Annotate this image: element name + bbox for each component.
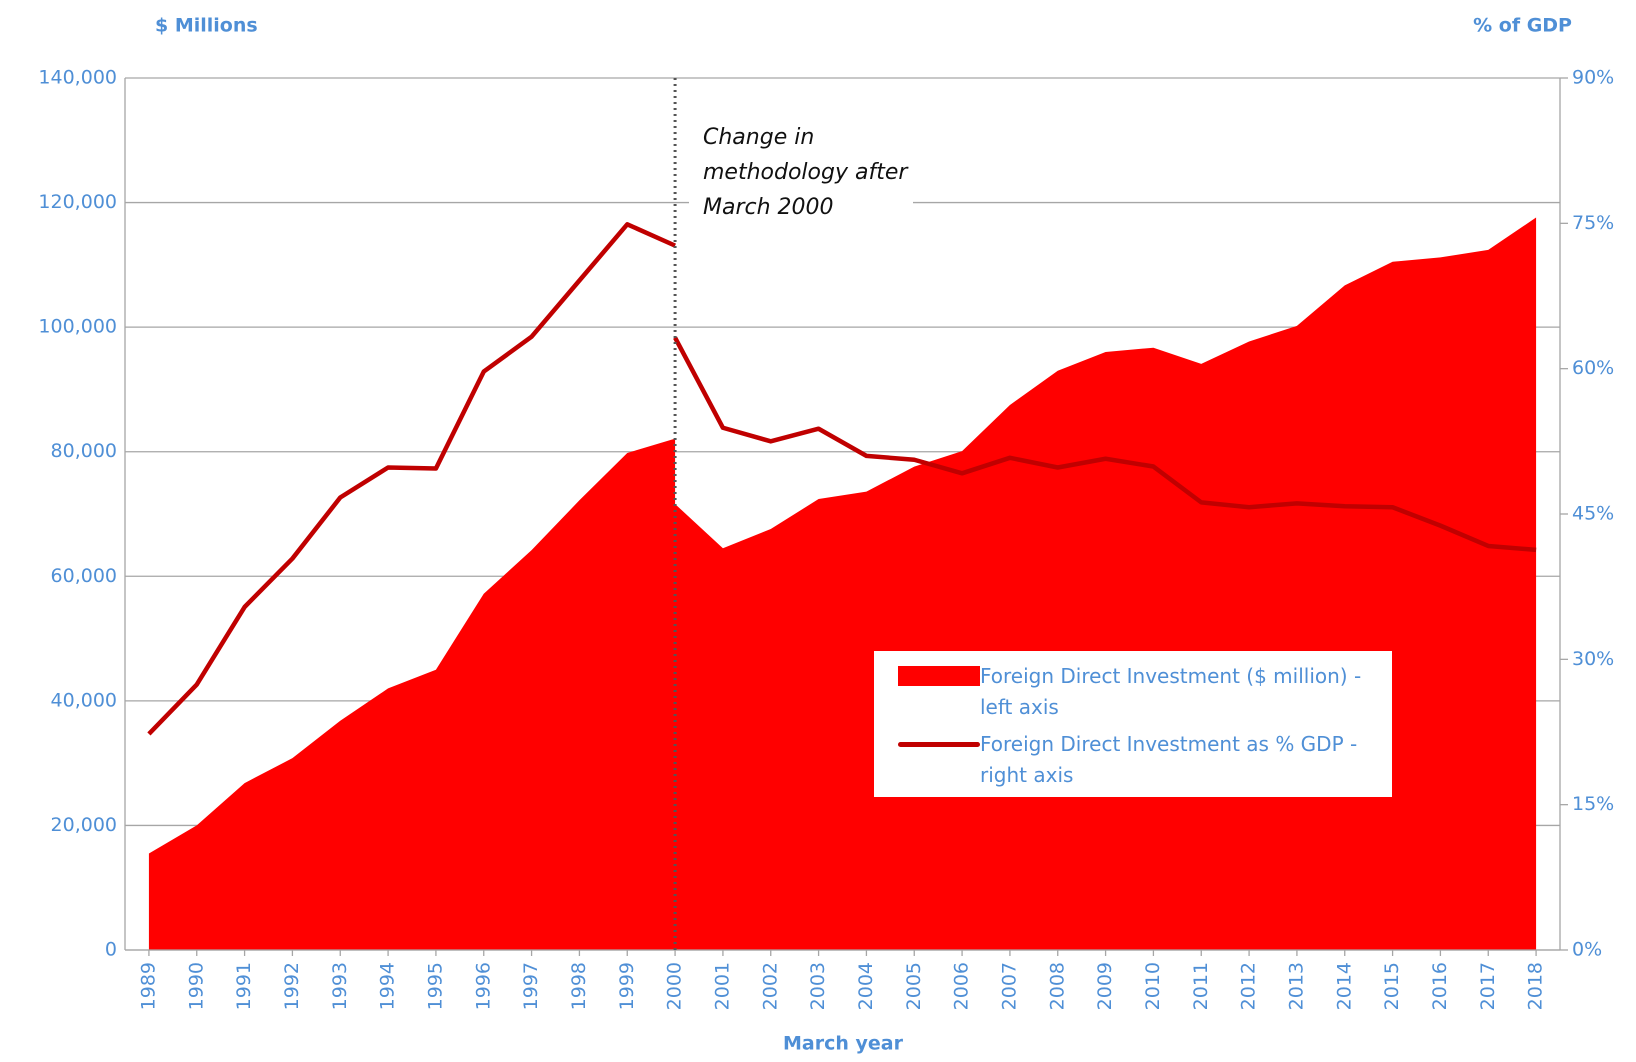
x-tick-label: 2003 [807, 962, 829, 1010]
legend-label: Foreign Direct Investment as % GDP - rig… [980, 732, 1358, 787]
y-tick-label: 40,000 [51, 689, 117, 711]
y2-tick-label: 30% [1572, 648, 1614, 670]
x-tick-label: 2007 [998, 962, 1020, 1010]
x-tick-label: 2008 [1046, 962, 1068, 1010]
x-tick-label: 2012 [1238, 962, 1260, 1010]
x-tick-label: 2016 [1429, 962, 1451, 1010]
x-tick-label: 2017 [1477, 962, 1499, 1010]
y-tick-label: 0 [105, 939, 117, 961]
x-tick-label: 2010 [1142, 962, 1164, 1010]
x-tick-label: 1996 [472, 962, 494, 1010]
line [147, 222, 676, 736]
x-tick-label: 2000 [664, 962, 686, 1010]
y-tick-label: 20,000 [51, 814, 117, 836]
x-tick-label: 1992 [281, 962, 303, 1010]
x-tick-label: 1997 [520, 962, 542, 1010]
y2-tick-label: 45% [1572, 503, 1614, 525]
x-tick-label: 2013 [1285, 962, 1307, 1010]
x-tick-label: 1990 [185, 962, 207, 1010]
x-tick-label: 1995 [424, 962, 446, 1010]
legend-item: Foreign Direct Investment as % GDP - rig… [898, 729, 1382, 791]
x-tick-label: 1994 [377, 962, 399, 1010]
x-tick-label: 2014 [1333, 962, 1355, 1010]
x-tick-label: 1991 [233, 962, 255, 1010]
y-axis-title: $ Millions [155, 15, 258, 37]
y-tick-label: 120,000 [38, 191, 117, 213]
x-tick-label: 1999 [616, 962, 638, 1010]
y2-tick-label: 60% [1572, 357, 1614, 379]
x-tick-label: 2001 [711, 962, 733, 1010]
legend: Foreign Direct Investment ($ million) - … [874, 651, 1392, 797]
x-tick-label: 2004 [855, 962, 877, 1010]
line [673, 336, 1537, 553]
x-tick-label: 1993 [329, 962, 351, 1010]
x-tick-label: 2006 [951, 962, 973, 1010]
x-tick-label: 2005 [903, 962, 925, 1010]
x-tick-label: 1998 [568, 962, 590, 1010]
x-tick-label: 2009 [1094, 962, 1116, 1010]
y2-axis-title: % of GDP [1473, 15, 1572, 37]
legend-item: Foreign Direct Investment ($ million) - … [898, 661, 1382, 723]
y-tick-label: 60,000 [51, 565, 117, 587]
legend-label: Foreign Direct Investment ($ million) - … [980, 664, 1362, 719]
y-tick-label: 80,000 [51, 440, 117, 462]
y2-tick-label: 75% [1572, 212, 1614, 234]
y2-tick-label: 15% [1572, 793, 1614, 815]
y-tick-label: 140,000 [38, 67, 117, 89]
y-tick-label: 100,000 [38, 316, 117, 338]
x-tick-label: 1989 [137, 962, 159, 1010]
x-tick-label: 2002 [759, 962, 781, 1010]
x-axis-title: March year [783, 1033, 904, 1055]
legend-swatch [898, 729, 980, 759]
x-tick-label: 2015 [1381, 962, 1403, 1010]
y2-tick-label: 0% [1572, 939, 1602, 961]
x-tick-label: 2011 [1190, 962, 1212, 1010]
annotation: Change in methodology after March 2000 [689, 116, 913, 231]
legend-swatch [898, 661, 980, 691]
x-tick-label: 2018 [1525, 962, 1547, 1010]
y2-tick-label: 90% [1572, 67, 1614, 89]
